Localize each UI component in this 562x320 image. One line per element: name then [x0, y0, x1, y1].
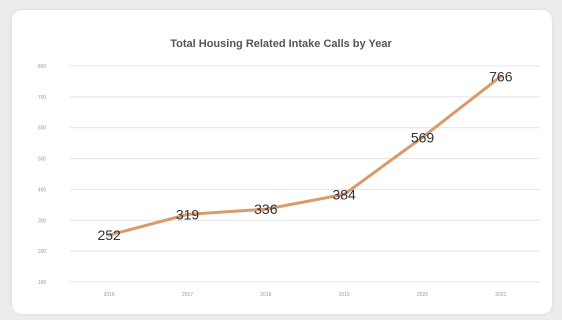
y-tick-label: 800 [38, 64, 47, 70]
data-point [421, 135, 424, 139]
chart-title: Total Housing Related Intake Calls by Ye… [170, 38, 392, 50]
chart-card [12, 10, 552, 314]
y-tick-label: 500 [38, 157, 47, 163]
x-tick-label: 2017 [182, 292, 193, 298]
x-tick-label: 2016 [104, 292, 115, 298]
data-label: 569 [411, 129, 435, 145]
data-label: 766 [489, 68, 513, 84]
data-point [264, 207, 268, 211]
x-tick-label: 2020 [417, 292, 428, 298]
y-tick-label: 300 [38, 218, 47, 224]
data-label: 252 [97, 227, 121, 243]
x-tick-label: 2019 [339, 292, 350, 298]
y-tick-label: 200 [38, 249, 47, 255]
data-point [499, 74, 503, 78]
y-tick-label: 400 [38, 187, 47, 193]
data-point [186, 212, 189, 216]
data-label: 384 [332, 186, 356, 202]
y-tick-label: 700 [38, 95, 47, 101]
series-line [107, 74, 503, 237]
y-tick-label: 100 [38, 280, 47, 286]
data-label: 319 [176, 206, 200, 222]
x-tick-label: 2018 [260, 292, 271, 298]
data-point [342, 192, 346, 196]
x-tick-label: 2021 [495, 292, 506, 298]
data-label: 336 [254, 201, 278, 217]
data-point [107, 233, 111, 237]
y-tick-label: 600 [38, 126, 47, 132]
